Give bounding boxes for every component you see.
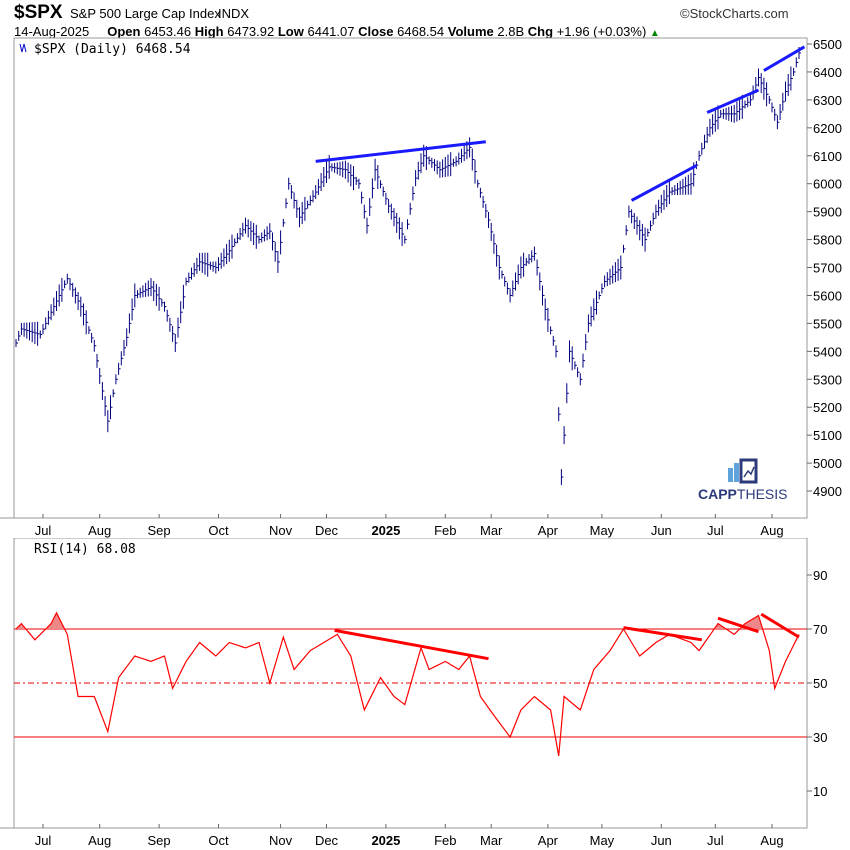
- y-tick-label: 6400: [813, 65, 842, 80]
- y-tick-label: 4900: [813, 484, 842, 499]
- logo-bar-icon: [728, 468, 733, 482]
- y-tick-label: 6000: [813, 177, 842, 192]
- price-legend: $SPX (Daily) 6468.54: [34, 42, 191, 57]
- x-tick-label: Feb: [434, 833, 456, 848]
- y-tick-label: 5100: [813, 428, 842, 443]
- x-tick-label: Aug: [760, 833, 783, 848]
- exchange: INDX: [218, 6, 250, 21]
- x-tick-label: 2025: [371, 833, 400, 848]
- x-tick-label: 2025: [371, 523, 400, 538]
- rsi-trendline: [623, 626, 703, 642]
- rsi-trendline: [760, 612, 800, 639]
- x-tick-label: Nov: [269, 523, 293, 538]
- rsi-tick-label: 10: [813, 784, 827, 799]
- rsi-tick-label: 90: [813, 568, 827, 583]
- y-tick-label: 5500: [813, 316, 842, 331]
- y-tick-label: 6100: [813, 149, 842, 164]
- x-tick-label: Feb: [434, 523, 456, 538]
- price-trendline: [630, 164, 698, 202]
- rsi-trendline: [334, 628, 489, 661]
- x-tick-label: Mar: [480, 833, 503, 848]
- price-trendline: [706, 88, 760, 114]
- y-tick-label: 5600: [813, 288, 842, 303]
- x-tick-label: May: [590, 833, 615, 848]
- date: 14-Aug-2025: [14, 24, 90, 39]
- x-tick-label: Aug: [88, 833, 111, 848]
- logo-bar-icon: [734, 463, 739, 482]
- logo-chart-icon: [739, 458, 758, 484]
- logo-trend-icon: [743, 466, 755, 478]
- y-tick-label: 5000: [813, 456, 842, 471]
- index-name: S&P 500 Large Cap Index: [70, 6, 221, 21]
- x-tick-label: Sep: [148, 833, 171, 848]
- x-tick-label: Aug: [760, 523, 783, 538]
- x-tick-label: Jun: [651, 523, 672, 538]
- symbol: $SPX: [14, 2, 63, 23]
- y-tick-label: 6200: [813, 121, 842, 136]
- y-tick-label: 6300: [813, 93, 842, 108]
- price-trendline: [315, 140, 486, 163]
- y-tick-label: 5200: [813, 400, 842, 415]
- x-tick-label: Aug: [88, 523, 111, 538]
- rsi-line: [15, 611, 800, 757]
- x-tick-label: Mar: [480, 523, 503, 538]
- x-tick-label: Dec: [315, 833, 339, 848]
- x-tick-label: Jul: [35, 523, 52, 538]
- y-tick-label: 5700: [813, 261, 842, 276]
- x-tick-label: Sep: [148, 523, 171, 538]
- y-tick-label: 6500: [813, 37, 842, 52]
- x-tick-label: Jul: [35, 833, 52, 848]
- rsi-tick-label: 70: [813, 622, 827, 637]
- y-tick-label: 5400: [813, 344, 842, 359]
- x-tick-label: Jul: [707, 523, 724, 538]
- x-tick-label: Jun: [651, 833, 672, 848]
- quote-line: 14-Aug-2025 Open 6453.46 High 6473.92 Lo…: [14, 24, 660, 39]
- y-tick-label: 5900: [813, 205, 842, 220]
- x-tick-label: Oct: [208, 523, 229, 538]
- x-tick-label: Oct: [208, 833, 229, 848]
- overbought-fill: [16, 612, 799, 629]
- logo: CAPPTHESIS: [698, 486, 788, 502]
- rsi-legend: RSI(14) 68.08: [34, 542, 136, 557]
- x-tick-label: Apr: [538, 523, 559, 538]
- legend-bars-icon: [19, 43, 27, 53]
- x-tick-label: Nov: [269, 833, 293, 848]
- x-axis-band: [0, 518, 807, 538]
- x-tick-label: Dec: [315, 523, 339, 538]
- rsi-trendline: [717, 616, 759, 634]
- rsi-tick-label: 50: [813, 676, 827, 691]
- rsi-tick-label: 30: [813, 730, 827, 745]
- x-tick-label: Apr: [538, 833, 559, 848]
- y-tick-label: 5300: [813, 372, 842, 387]
- price-trendline: [763, 45, 806, 72]
- x-tick-label: Jul: [707, 833, 724, 848]
- y-tick-label: 5800: [813, 233, 842, 248]
- price-panel: [13, 37, 808, 519]
- x-tick-label: May: [590, 523, 615, 538]
- brand[interactable]: ©StockCharts.com: [680, 6, 789, 21]
